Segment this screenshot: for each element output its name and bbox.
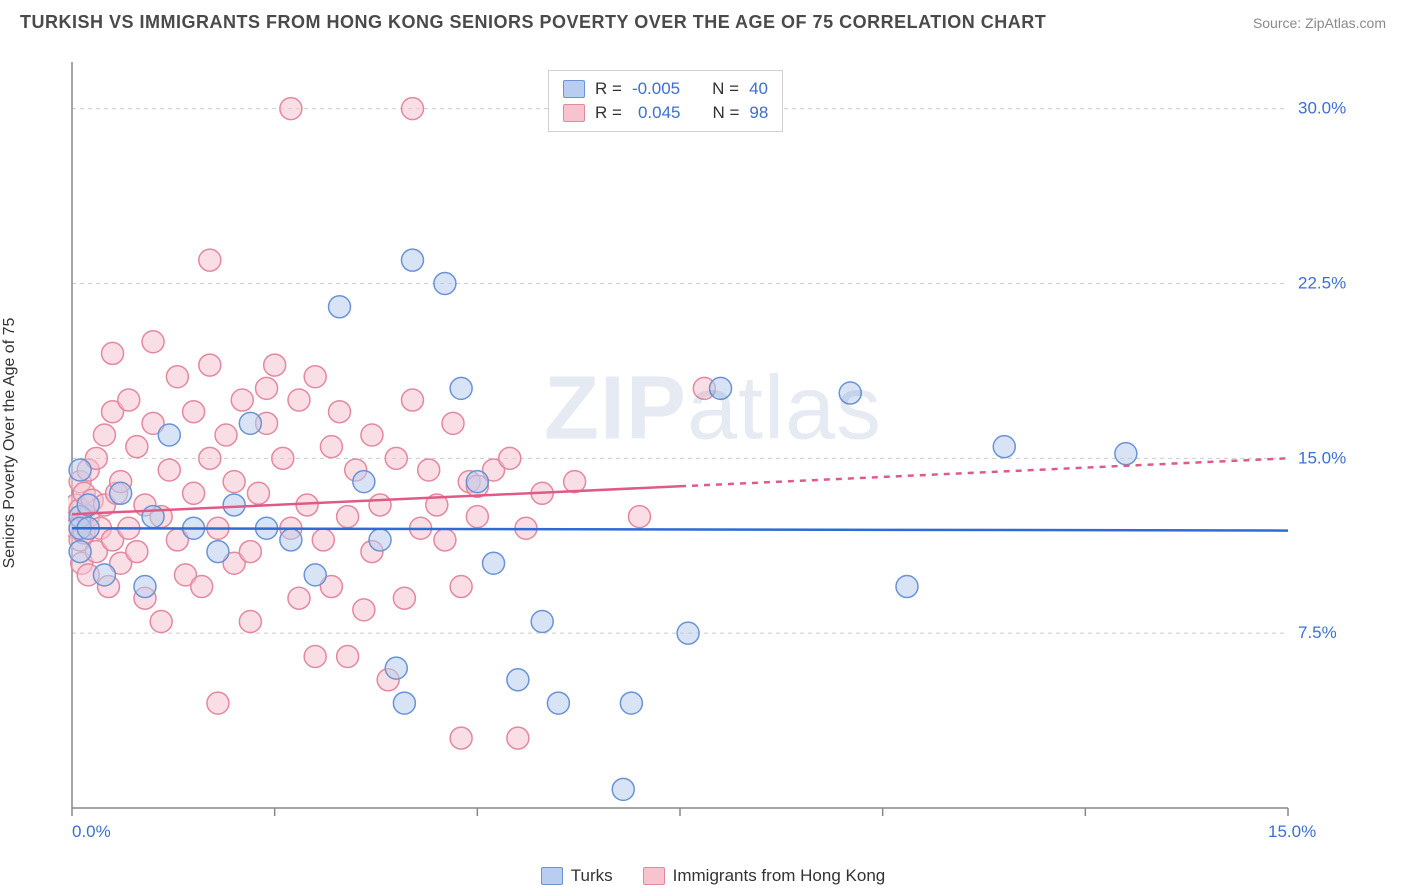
swatch-turks — [563, 80, 585, 98]
stat-n-value-hk: 98 — [749, 103, 768, 123]
legend-label-turks: Turks — [571, 866, 613, 886]
chart-source: Source: ZipAtlas.com — [1253, 15, 1386, 31]
stat-row-hk: R = 0.045 N = 98 — [563, 101, 768, 125]
stat-row-turks: R = -0.005 N = 40 — [563, 77, 768, 101]
plot-area: 7.5%15.0%22.5%30.0% ZIPatlas R = -0.005 … — [68, 58, 1358, 838]
svg-text:7.5%: 7.5% — [1298, 623, 1337, 642]
bottom-legend: Turks Immigrants from Hong Kong — [68, 866, 1358, 886]
chart-container: Seniors Poverty Over the Age of 75 7.5%1… — [20, 48, 1386, 838]
y-axis-label: Seniors Poverty Over the Age of 75 — [1, 318, 19, 569]
stat-n-label: N = — [712, 79, 739, 99]
swatch-hk — [563, 104, 585, 122]
stat-r-label: R = — [595, 79, 622, 99]
stat-r-label-2: R = — [595, 103, 622, 123]
svg-text:22.5%: 22.5% — [1298, 273, 1346, 292]
chart-title: TURKISH VS IMMIGRANTS FROM HONG KONG SEN… — [20, 12, 1046, 33]
legend-swatch-hk — [643, 867, 665, 885]
legend-swatch-turks — [541, 867, 563, 885]
chart-header: TURKISH VS IMMIGRANTS FROM HONG KONG SEN… — [0, 0, 1406, 41]
svg-text:30.0%: 30.0% — [1298, 99, 1346, 118]
legend-item-turks: Turks — [541, 866, 613, 886]
correlation-stat-box: R = -0.005 N = 40 R = 0.045 N = 98 — [548, 70, 783, 132]
svg-text:15.0%: 15.0% — [1298, 448, 1346, 467]
x-axis-label-left: 0.0% — [72, 822, 111, 842]
stat-r-value-turks: -0.005 — [632, 79, 680, 99]
x-axis-label-right: 15.0% — [1268, 822, 1316, 842]
chart-svg: 7.5% 15.0% 22.5% 30.0% — [68, 58, 1358, 838]
stat-r-value-hk: 0.045 — [632, 103, 681, 123]
stat-n-label-2: N = — [712, 103, 739, 123]
stat-n-value-turks: 40 — [749, 79, 768, 99]
legend-label-hk: Immigrants from Hong Kong — [673, 866, 886, 886]
legend-item-hk: Immigrants from Hong Kong — [643, 866, 886, 886]
